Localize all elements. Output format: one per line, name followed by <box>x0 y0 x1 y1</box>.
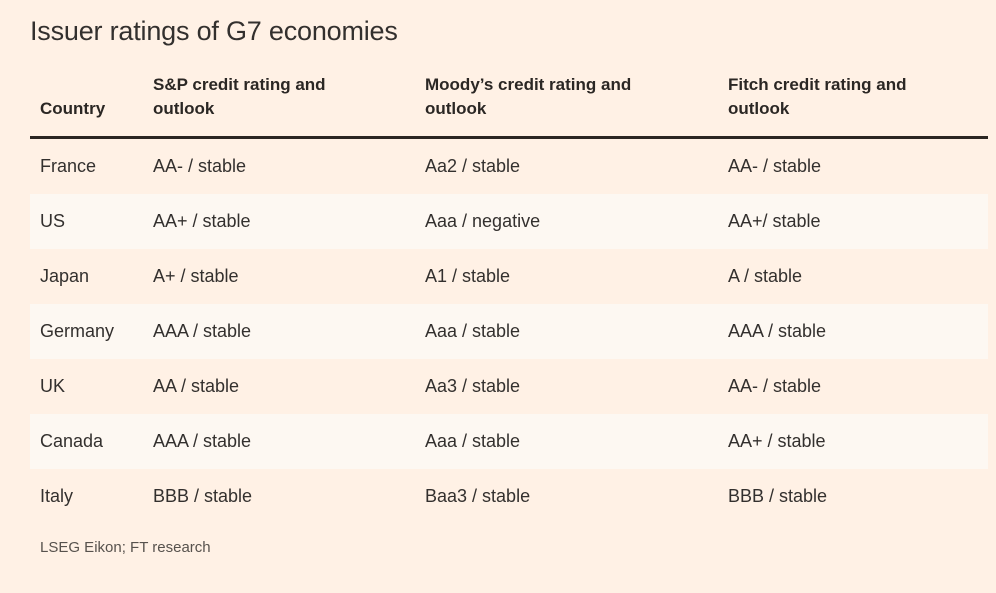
fitch-rating-cell: AA- / stable <box>728 376 822 396</box>
fitch-rating-cell: AA+/ stable <box>728 211 821 231</box>
moodys-rating-cell: Aa3 / stable <box>425 376 521 396</box>
column-header-country: Country <box>40 99 106 118</box>
moodys-rating-cell: A1 / stable <box>425 266 511 286</box>
table-row-italy: Italy BBB / stable Baa3 / stable BBB / s… <box>30 469 988 524</box>
country-cell: US <box>40 211 66 231</box>
column-header-fitch: Fitch credit rating and outlook <box>728 75 907 118</box>
moodys-rating-cell: Aaa / stable <box>425 431 521 451</box>
sp-rating-cell: AAA / stable <box>153 321 252 341</box>
table-row-japan: Japan A+ / stable A1 / stable A / stable <box>30 249 988 304</box>
country-cell: UK <box>40 376 66 396</box>
column-header-moodys: Moody’s credit rating and outlook <box>425 75 632 118</box>
fitch-rating-cell: AA+ / stable <box>728 431 826 451</box>
table-row-france: France AA- / stable Aa2 / stable AA- / s… <box>30 139 988 194</box>
moodys-rating-cell: Aaa / stable <box>425 321 521 341</box>
fitch-rating-cell: A / stable <box>728 266 803 286</box>
country-cell: Germany <box>40 321 115 341</box>
sp-rating-cell: AA+ / stable <box>153 211 251 231</box>
table-header-row: Country S&P credit rating and outlook Mo… <box>30 64 988 136</box>
sp-rating-cell: AAA / stable <box>153 431 252 451</box>
sp-rating-cell: A+ / stable <box>153 266 239 286</box>
sp-rating-cell: AA / stable <box>153 376 240 396</box>
country-cell: France <box>40 156 97 176</box>
country-cell: Japan <box>40 266 90 286</box>
header-divider <box>30 136 988 139</box>
country-cell: Italy <box>40 486 74 506</box>
fitch-rating-cell: AAA / stable <box>728 321 827 341</box>
country-cell: Canada <box>40 431 104 451</box>
fitch-rating-cell: AA- / stable <box>728 156 822 176</box>
moodys-rating-cell: Aaa / negative <box>425 211 541 231</box>
page-title: Issuer ratings of G7 economies <box>30 16 398 46</box>
table-row-uk: UK AA / stable Aa3 / stable AA- / stable <box>30 359 988 414</box>
table-row-canada: Canada AAA / stable Aaa / stable AA+ / s… <box>30 414 988 469</box>
table-row-us: US AA+ / stable Aaa / negative AA+/ stab… <box>30 194 988 249</box>
sp-rating-cell: BBB / stable <box>153 486 253 506</box>
moodys-rating-cell: Aa2 / stable <box>425 156 521 176</box>
sp-rating-cell: AA- / stable <box>153 156 247 176</box>
ratings-table: Country S&P credit rating and outlook Mo… <box>30 64 988 524</box>
table-row-germany: Germany AAA / stable Aaa / stable AAA / … <box>30 304 988 359</box>
moodys-rating-cell: Baa3 / stable <box>425 486 531 506</box>
fitch-rating-cell: BBB / stable <box>728 486 828 506</box>
source-attribution: LSEG Eikon; FT research <box>40 539 211 556</box>
column-header-sp: S&P credit rating and outlook <box>153 75 326 118</box>
